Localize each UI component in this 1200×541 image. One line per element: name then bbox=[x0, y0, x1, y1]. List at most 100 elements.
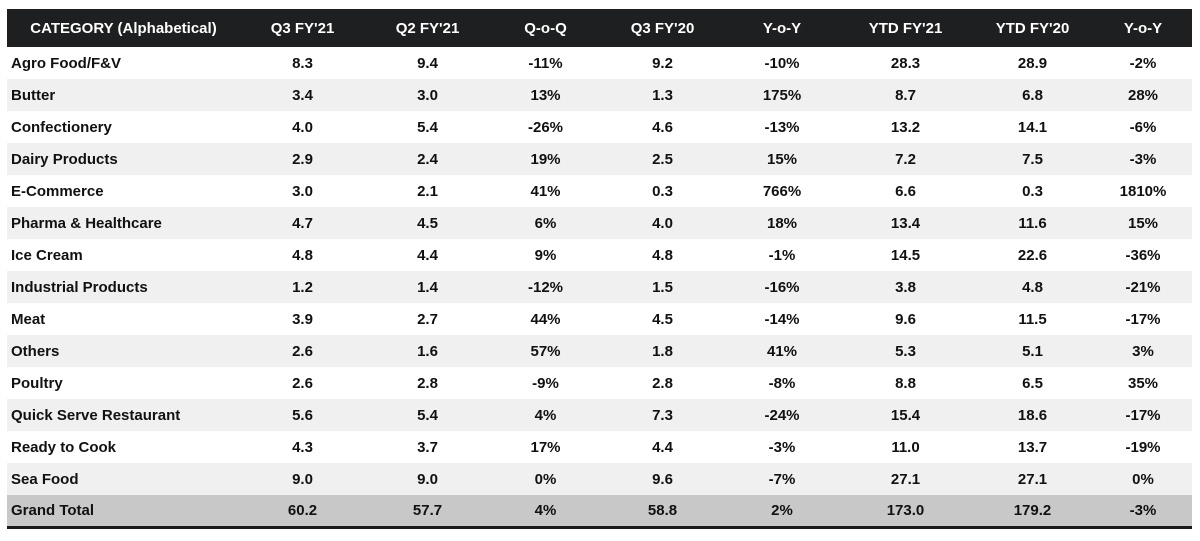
value-cell: 6.8 bbox=[971, 79, 1094, 111]
value-cell: 2.8 bbox=[652, 374, 673, 392]
total-value-cell: 58.8 bbox=[601, 495, 724, 529]
value-cell: -8% bbox=[768, 374, 796, 392]
value-cell: 1810% bbox=[1119, 182, 1167, 200]
total-value-cell: -3% bbox=[1094, 495, 1192, 529]
total-value-cell: 173.0 bbox=[840, 495, 971, 529]
table-row: Dairy Products 2.9 2.4 19% 2.5 15% 7.2 7.5 -3% bbox=[7, 143, 1192, 175]
value-cell: 4.7 bbox=[240, 207, 365, 239]
value-cell: 2.6 bbox=[240, 335, 365, 367]
value-cell: 2.1 bbox=[417, 182, 438, 200]
table-row: Agro Food/F&V 8.3 9.4 -11% 9.2 -10% 28.3 28.9 -2… bbox=[7, 47, 1192, 79]
value-cell: 13% bbox=[490, 79, 601, 111]
value-cell: -10% bbox=[764, 54, 800, 72]
column-header: Q2 FY'21 bbox=[365, 9, 490, 47]
value-cell: 0% bbox=[490, 463, 601, 495]
table-row: Poultry 2.6 2.8 -9% 2.8 -8% 8.8 6.5 35% bbox=[7, 367, 1192, 399]
value-cell: 3% bbox=[1094, 335, 1192, 367]
value-cell: 3.8 bbox=[840, 271, 971, 303]
column-header: Q-o-Q bbox=[490, 9, 601, 47]
value-cell: -6% bbox=[1129, 118, 1157, 136]
category-cell: Poultry bbox=[11, 374, 63, 392]
value-cell: 0.3 bbox=[1022, 182, 1043, 200]
value-cell: 35% bbox=[1127, 374, 1159, 392]
value-cell: 13.2 bbox=[890, 118, 921, 136]
value-cell: -7% bbox=[724, 463, 840, 495]
table-row: Ice Cream 4.8 4.4 9% 4.8 -1% 14.5 22.6 -36% bbox=[7, 239, 1192, 271]
value-cell: 766% bbox=[762, 182, 802, 200]
value-cell: -16% bbox=[724, 271, 840, 303]
value-cell: -17% bbox=[1125, 310, 1161, 328]
category-cell: Meat bbox=[11, 310, 46, 328]
value-cell: 18% bbox=[724, 207, 840, 239]
value-cell: 2.4 bbox=[365, 143, 490, 175]
column-header: YTD FY'21 bbox=[840, 9, 971, 47]
value-cell: 3.9 bbox=[292, 310, 313, 328]
table-row: Pharma & Healthcare 4.7 4.5 6% 4.0 18% 13.4 11.… bbox=[7, 207, 1192, 239]
value-cell: -12% bbox=[490, 271, 601, 303]
value-cell: 11.6 bbox=[971, 207, 1094, 239]
total-value-cell: 2% bbox=[724, 495, 840, 529]
value-cell: 11.0 bbox=[891, 438, 920, 456]
value-cell: -3% bbox=[1094, 143, 1192, 175]
table-row: Sea Food 9.0 9.0 0% 9.6 -7% 27.1 27.1 0% bbox=[7, 463, 1192, 495]
value-cell: 1.2 bbox=[240, 271, 365, 303]
category-cell: Sea Food bbox=[7, 463, 240, 495]
table-body: Agro Food/F&V 8.3 9.4 -11% 9.2 -10% 28.3 28.9 -2… bbox=[7, 47, 1192, 529]
category-cell: Quick Serve Restaurant bbox=[7, 399, 240, 431]
value-cell: 5.3 bbox=[840, 335, 971, 367]
value-cell: -26% bbox=[527, 118, 564, 136]
value-cell: 8.3 bbox=[292, 54, 313, 72]
value-cell: 4.5 bbox=[365, 207, 490, 239]
value-cell: -2% bbox=[1129, 54, 1157, 72]
table-row: Industrial Products 1.2 1.4 -12% 1.5 -16% 3.8 4… bbox=[7, 271, 1192, 303]
category-cell: Butter bbox=[7, 79, 240, 111]
column-header: Q3 FY'21 bbox=[240, 9, 365, 47]
table-row: Quick Serve Restaurant 5.6 5.4 4% 7.3 -24% 15.… bbox=[7, 399, 1192, 431]
table-row: Ready to Cook 4.3 3.7 17% 4.4 -3% 11.0 13.7 -19% bbox=[7, 431, 1192, 463]
value-cell: 4.8 bbox=[971, 271, 1094, 303]
column-header: CATEGORY (Alphabetical) bbox=[7, 9, 240, 47]
value-cell: 3.4 bbox=[240, 79, 365, 111]
value-cell: 4.5 bbox=[652, 310, 673, 328]
value-cell: 4.8 bbox=[292, 246, 313, 264]
value-cell: -36% bbox=[1125, 246, 1161, 264]
value-cell: -1% bbox=[768, 246, 796, 264]
value-cell: 9.0 bbox=[365, 463, 490, 495]
category-cell: E-Commerce bbox=[11, 182, 104, 200]
value-cell: 4.0 bbox=[292, 118, 313, 136]
value-cell: 27.1 bbox=[971, 463, 1094, 495]
value-cell: 8.7 bbox=[840, 79, 971, 111]
value-cell: 9% bbox=[534, 246, 557, 264]
value-cell: 4.4 bbox=[417, 246, 438, 264]
value-cell: 0% bbox=[1094, 463, 1192, 495]
value-cell: 5.1 bbox=[971, 335, 1094, 367]
value-cell: 5.6 bbox=[240, 399, 365, 431]
category-cell: Agro Food/F&V bbox=[11, 54, 121, 72]
column-header: Y-o-Y bbox=[724, 9, 840, 47]
value-cell: 3.7 bbox=[417, 438, 438, 456]
table-row: Others 2.6 1.6 57% 1.8 41% 5.3 5.1 3% bbox=[7, 335, 1192, 367]
value-cell: 1.4 bbox=[365, 271, 490, 303]
value-cell: 2.9 bbox=[240, 143, 365, 175]
value-cell: 3.0 bbox=[365, 79, 490, 111]
value-cell: 4.8 bbox=[652, 246, 673, 264]
value-cell: 7.3 bbox=[601, 399, 724, 431]
value-cell: 44% bbox=[530, 310, 561, 328]
table-row: Meat 3.9 2.7 44% 4.5 -14% 9.6 11.5 -17% bbox=[7, 303, 1192, 335]
value-cell: 1.3 bbox=[601, 79, 724, 111]
category-cell: Ready to Cook bbox=[11, 438, 117, 456]
value-cell: -21% bbox=[1094, 271, 1192, 303]
value-cell: 9.4 bbox=[417, 54, 438, 72]
category-cell: Dairy Products bbox=[7, 143, 240, 175]
value-cell: 4.0 bbox=[601, 207, 724, 239]
value-cell: 41% bbox=[724, 335, 840, 367]
value-cell: 11.5 bbox=[1018, 310, 1047, 328]
table-container: CATEGORY (Alphabetical) Q3 FY'21 Q2 FY'21 Q… bbox=[7, 9, 1192, 529]
table-row: Confectionery 4.0 5.4 -26% 4.6 -13% 13.2 14.1 -6… bbox=[7, 111, 1192, 143]
table-row: E-Commerce 3.0 2.1 41% 0.3 766% 6.6 0.3 1810% bbox=[7, 175, 1192, 207]
value-cell: 14.1 bbox=[1017, 118, 1048, 136]
column-header: Q3 FY'20 bbox=[601, 9, 724, 47]
header-row: CATEGORY (Alphabetical) Q3 FY'21 Q2 FY'21 Q… bbox=[7, 9, 1192, 47]
value-cell: 41% bbox=[530, 182, 561, 200]
value-cell: 15% bbox=[724, 143, 840, 175]
